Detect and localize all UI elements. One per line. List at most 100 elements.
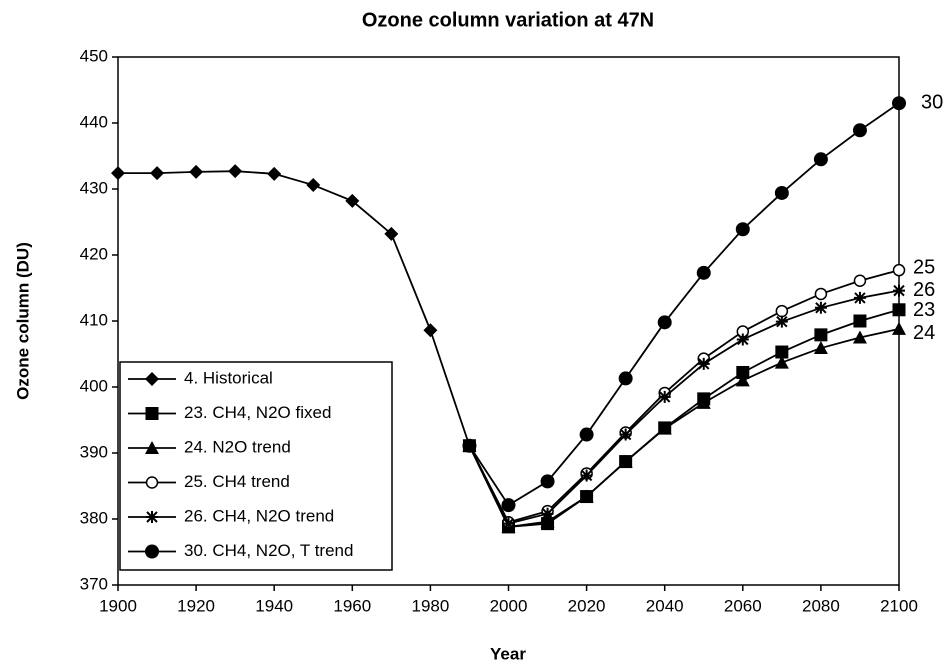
legend-label: 23. CH4, N2O fixed: [184, 403, 331, 422]
marker: [579, 427, 594, 442]
x-axis-label: Year: [490, 644, 526, 663]
y-tick-label: 420: [80, 244, 108, 263]
legend-box: [119, 361, 393, 571]
end-label: 26: [913, 279, 935, 301]
end-label: 23: [913, 299, 935, 321]
legend: 4. Historical 23. CH4, N2O fixed 24. N2O t…: [119, 361, 393, 571]
marker: [658, 390, 671, 403]
series: 30: [462, 91, 943, 513]
marker: [736, 333, 749, 346]
legend-label: 30. CH4, N2O, T trend: [184, 541, 353, 560]
marker: [501, 498, 516, 513]
legend-marker: [145, 544, 159, 559]
y-tick-label: 440: [80, 112, 108, 131]
marker: [540, 474, 555, 489]
x-tick-label: 1920: [177, 596, 215, 615]
marker: [306, 178, 321, 193]
marker: [384, 226, 399, 241]
marker: [775, 304, 789, 318]
series: 23: [462, 299, 935, 534]
marker: [853, 291, 866, 304]
marker: [852, 330, 867, 344]
marker: [423, 323, 438, 338]
marker: [111, 166, 125, 181]
y-tick-label: 390: [80, 442, 108, 461]
marker: [657, 421, 672, 435]
marker: [892, 321, 906, 335]
series-line: [468, 328, 900, 528]
legend-label: 25. CH4 trend: [184, 472, 290, 491]
marker: [345, 193, 360, 208]
x-tick-label: 1940: [255, 596, 293, 615]
legend-marker: [145, 407, 159, 420]
marker: [892, 263, 906, 277]
marker: [618, 371, 633, 386]
marker: [540, 514, 555, 528]
x-tick-label: 2020: [568, 596, 606, 615]
x-tick-label: 2100: [880, 596, 918, 615]
marker: [150, 166, 165, 181]
end-label: 25: [913, 256, 935, 278]
legend-label: 4. Historical: [184, 368, 273, 387]
y-tick-label: 370: [80, 574, 108, 593]
marker: [579, 489, 594, 503]
marker: [774, 355, 789, 369]
marker: [657, 315, 672, 330]
marker: [853, 274, 867, 287]
marker: [775, 345, 789, 359]
y-tick-label: 430: [80, 178, 108, 197]
end-label: 24: [913, 322, 935, 344]
x-tick-label: 1980: [411, 596, 449, 615]
marker: [696, 395, 711, 409]
marker: [853, 314, 867, 328]
legend-label: 26. CH4, N2O trend: [184, 506, 334, 525]
marker: [892, 303, 906, 317]
marker: [189, 164, 204, 179]
marker: [775, 315, 788, 328]
chart-title: Ozone column variation at 47N: [362, 9, 654, 31]
marker: [814, 328, 828, 342]
y-tick-label: 380: [80, 508, 108, 527]
legend-marker: [145, 476, 159, 489]
series: 24: [462, 321, 935, 533]
end-label: 30: [921, 91, 943, 113]
marker: [813, 152, 828, 167]
marker: [892, 96, 906, 111]
marker: [736, 365, 750, 379]
legend-marker: [146, 511, 158, 523]
x-tick-label: 2060: [724, 596, 762, 615]
y-tick-label: 450: [80, 46, 108, 65]
x-tick-label: 1960: [333, 596, 371, 615]
series-line: [468, 269, 900, 524]
marker: [814, 301, 827, 314]
x-tick-label: 2000: [490, 596, 528, 615]
series-line: [118, 170, 471, 447]
marker: [462, 438, 477, 453]
marker: [697, 357, 710, 370]
x-tick-label: 2080: [802, 596, 840, 615]
marker: [852, 123, 867, 138]
marker: [502, 517, 515, 530]
marker: [580, 469, 593, 482]
x-tick-label: 2040: [646, 596, 684, 615]
legend-marker: [145, 441, 159, 454]
marker: [735, 222, 750, 237]
marker: [696, 265, 711, 280]
marker: [735, 373, 750, 387]
y-axis-label: Ozone column (DU): [13, 242, 32, 400]
marker: [814, 287, 828, 301]
series-line: [468, 289, 900, 525]
marker: [774, 185, 789, 200]
legend-label: 24. N2O trend: [184, 437, 291, 456]
marker: [619, 428, 632, 441]
y-tick-label: 400: [80, 376, 108, 395]
marker: [541, 507, 554, 520]
y-tick-label: 410: [80, 310, 108, 329]
marker: [813, 341, 828, 355]
x-tick-label: 1900: [99, 596, 137, 615]
marker: [618, 454, 633, 468]
series-line: [468, 102, 900, 507]
marker: [267, 166, 282, 181]
legend-marker: [145, 372, 159, 386]
